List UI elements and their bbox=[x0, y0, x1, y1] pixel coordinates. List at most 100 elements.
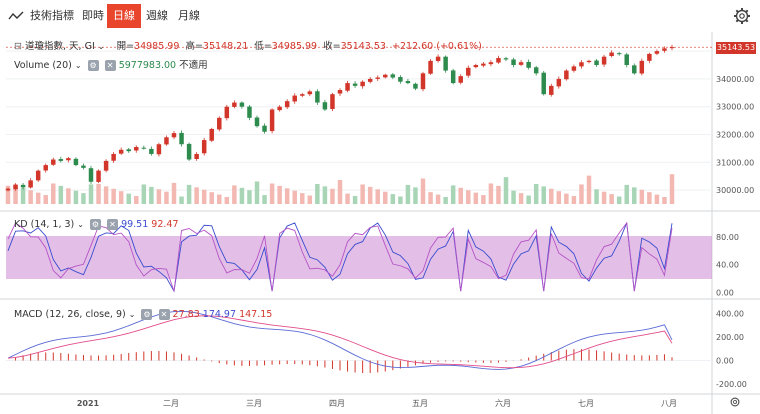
volume-bar bbox=[201, 189, 207, 204]
volume-bar bbox=[511, 190, 516, 204]
settings-gear-icon[interactable]: ⚙ bbox=[141, 309, 153, 320]
volume-bar bbox=[277, 185, 282, 204]
candle-body bbox=[390, 74, 396, 78]
candle-body bbox=[239, 102, 245, 107]
volume-bar bbox=[247, 190, 252, 204]
candle-body bbox=[337, 90, 343, 94]
open-value: 34985.99 bbox=[134, 41, 180, 52]
high-label: 高= bbox=[185, 41, 203, 52]
volume-bar bbox=[134, 196, 139, 204]
volume-bar bbox=[224, 197, 230, 204]
candle-body bbox=[300, 94, 305, 96]
candle-body bbox=[217, 117, 222, 130]
candle-body bbox=[269, 109, 275, 132]
volume-bar bbox=[28, 190, 33, 204]
candle-body bbox=[654, 51, 660, 54]
candle-body bbox=[624, 54, 629, 66]
close-icon[interactable]: ✕ bbox=[158, 309, 170, 320]
volume-na: 不適用 bbox=[179, 60, 208, 71]
settings-gear-icon[interactable]: ⚙ bbox=[87, 60, 99, 71]
candle-body bbox=[541, 72, 546, 95]
settings-gear-icon[interactable] bbox=[728, 395, 742, 409]
volume-bar bbox=[435, 194, 441, 204]
candle-body bbox=[171, 133, 177, 138]
x-axis-tick: 二月 bbox=[163, 399, 179, 408]
macd-legend: MACD (12, 26, close, 9) ⌄ ⚙ ✕ 27.83 174.… bbox=[14, 309, 272, 320]
settings-gear-icon[interactable]: ⚙ bbox=[90, 219, 101, 230]
volume-bar bbox=[292, 190, 297, 204]
close-icon[interactable]: ✕ bbox=[107, 219, 119, 230]
volume-bar bbox=[330, 188, 335, 204]
volume-bar bbox=[443, 197, 448, 204]
volume-bar bbox=[390, 194, 396, 204]
close-icon[interactable]: ✕ bbox=[104, 60, 116, 71]
candle-body bbox=[435, 56, 441, 62]
volume-bar bbox=[126, 193, 131, 204]
collapse-icon[interactable]: ⊟ bbox=[14, 41, 22, 52]
candle-body bbox=[549, 85, 554, 95]
chevron-down-icon[interactable]: ⌄ bbox=[97, 42, 105, 51]
candle-body bbox=[118, 149, 124, 154]
candle-body bbox=[360, 81, 365, 87]
open-label: 開= bbox=[116, 41, 135, 52]
x-axis-tick: 四月 bbox=[329, 399, 345, 408]
volume-bar bbox=[111, 188, 116, 204]
candle-body bbox=[81, 165, 86, 168]
settings-gear-icon[interactable] bbox=[733, 7, 751, 25]
candle-body bbox=[292, 95, 297, 102]
volume-bar bbox=[526, 195, 531, 204]
candle-body bbox=[209, 128, 214, 141]
x-axis-tick: 三月 bbox=[246, 399, 262, 408]
candle-body bbox=[556, 78, 562, 87]
last-price-tag: 35143.53 bbox=[716, 42, 756, 54]
chevron-down-icon[interactable]: ⌄ bbox=[77, 220, 84, 229]
macd-line bbox=[7, 310, 673, 370]
volume-bar bbox=[345, 193, 350, 204]
candle-body bbox=[496, 58, 501, 63]
chevron-down-icon[interactable]: ⌄ bbox=[128, 310, 136, 319]
tab-monthly[interactable]: 月線 bbox=[178, 9, 200, 22]
candle-body bbox=[616, 53, 622, 55]
volume-bar bbox=[20, 187, 26, 204]
volume-bar bbox=[232, 185, 237, 204]
volume-bar bbox=[194, 187, 199, 204]
volume-bar bbox=[405, 184, 411, 204]
volume-bar bbox=[556, 191, 562, 204]
macd-axis-tick: -200.00 bbox=[716, 380, 747, 389]
volume-bar bbox=[269, 183, 275, 204]
volume-bar bbox=[171, 182, 177, 204]
candle-body bbox=[224, 106, 230, 119]
price-axis-tick: 30000.00 bbox=[716, 186, 754, 195]
tab-daily[interactable]: 日線 bbox=[107, 4, 141, 28]
volume-bar bbox=[337, 180, 343, 204]
candle-body bbox=[518, 62, 524, 65]
volume-bar bbox=[458, 187, 463, 204]
tab-weekly[interactable]: 週線 bbox=[146, 9, 168, 22]
kd-d-value: 92.47 bbox=[151, 219, 179, 230]
chart-canvas[interactable]: 30000.00 31000.00 32000.00 33000.00 34000.00… bbox=[0, 32, 760, 414]
x-axis-tick: 八月 bbox=[661, 399, 677, 408]
volume-bar bbox=[450, 185, 456, 204]
chevron-down-icon[interactable]: ⌄ bbox=[74, 61, 82, 70]
candle-body bbox=[352, 83, 358, 86]
candle-body bbox=[503, 58, 509, 60]
tab-realtime[interactable]: 即時 bbox=[82, 9, 104, 22]
volume-bar bbox=[352, 196, 358, 204]
volume-bar bbox=[103, 186, 109, 204]
candle-body bbox=[13, 184, 18, 190]
candle-body bbox=[262, 125, 267, 132]
volume-bar bbox=[66, 188, 71, 204]
volume-bar bbox=[549, 188, 554, 204]
candle-body bbox=[88, 168, 94, 182]
macd-hist-value: 27.83 bbox=[172, 309, 200, 320]
toolbar: 技術指標 即時 日線 週線 月線 bbox=[0, 0, 760, 32]
macd-label: MACD (12, 26, close, 9) bbox=[14, 309, 126, 320]
volume-bar bbox=[73, 190, 79, 204]
volume-bar bbox=[586, 175, 592, 204]
volume-bar bbox=[35, 192, 41, 204]
candle-body bbox=[126, 149, 131, 152]
kd-legend: KD (14, 1, 3) ⌄ ⚙ ✕ 99.51 92.47 bbox=[14, 219, 179, 230]
candle-body bbox=[511, 59, 516, 66]
volume-bar bbox=[254, 181, 260, 204]
candle-body bbox=[669, 47, 675, 49]
